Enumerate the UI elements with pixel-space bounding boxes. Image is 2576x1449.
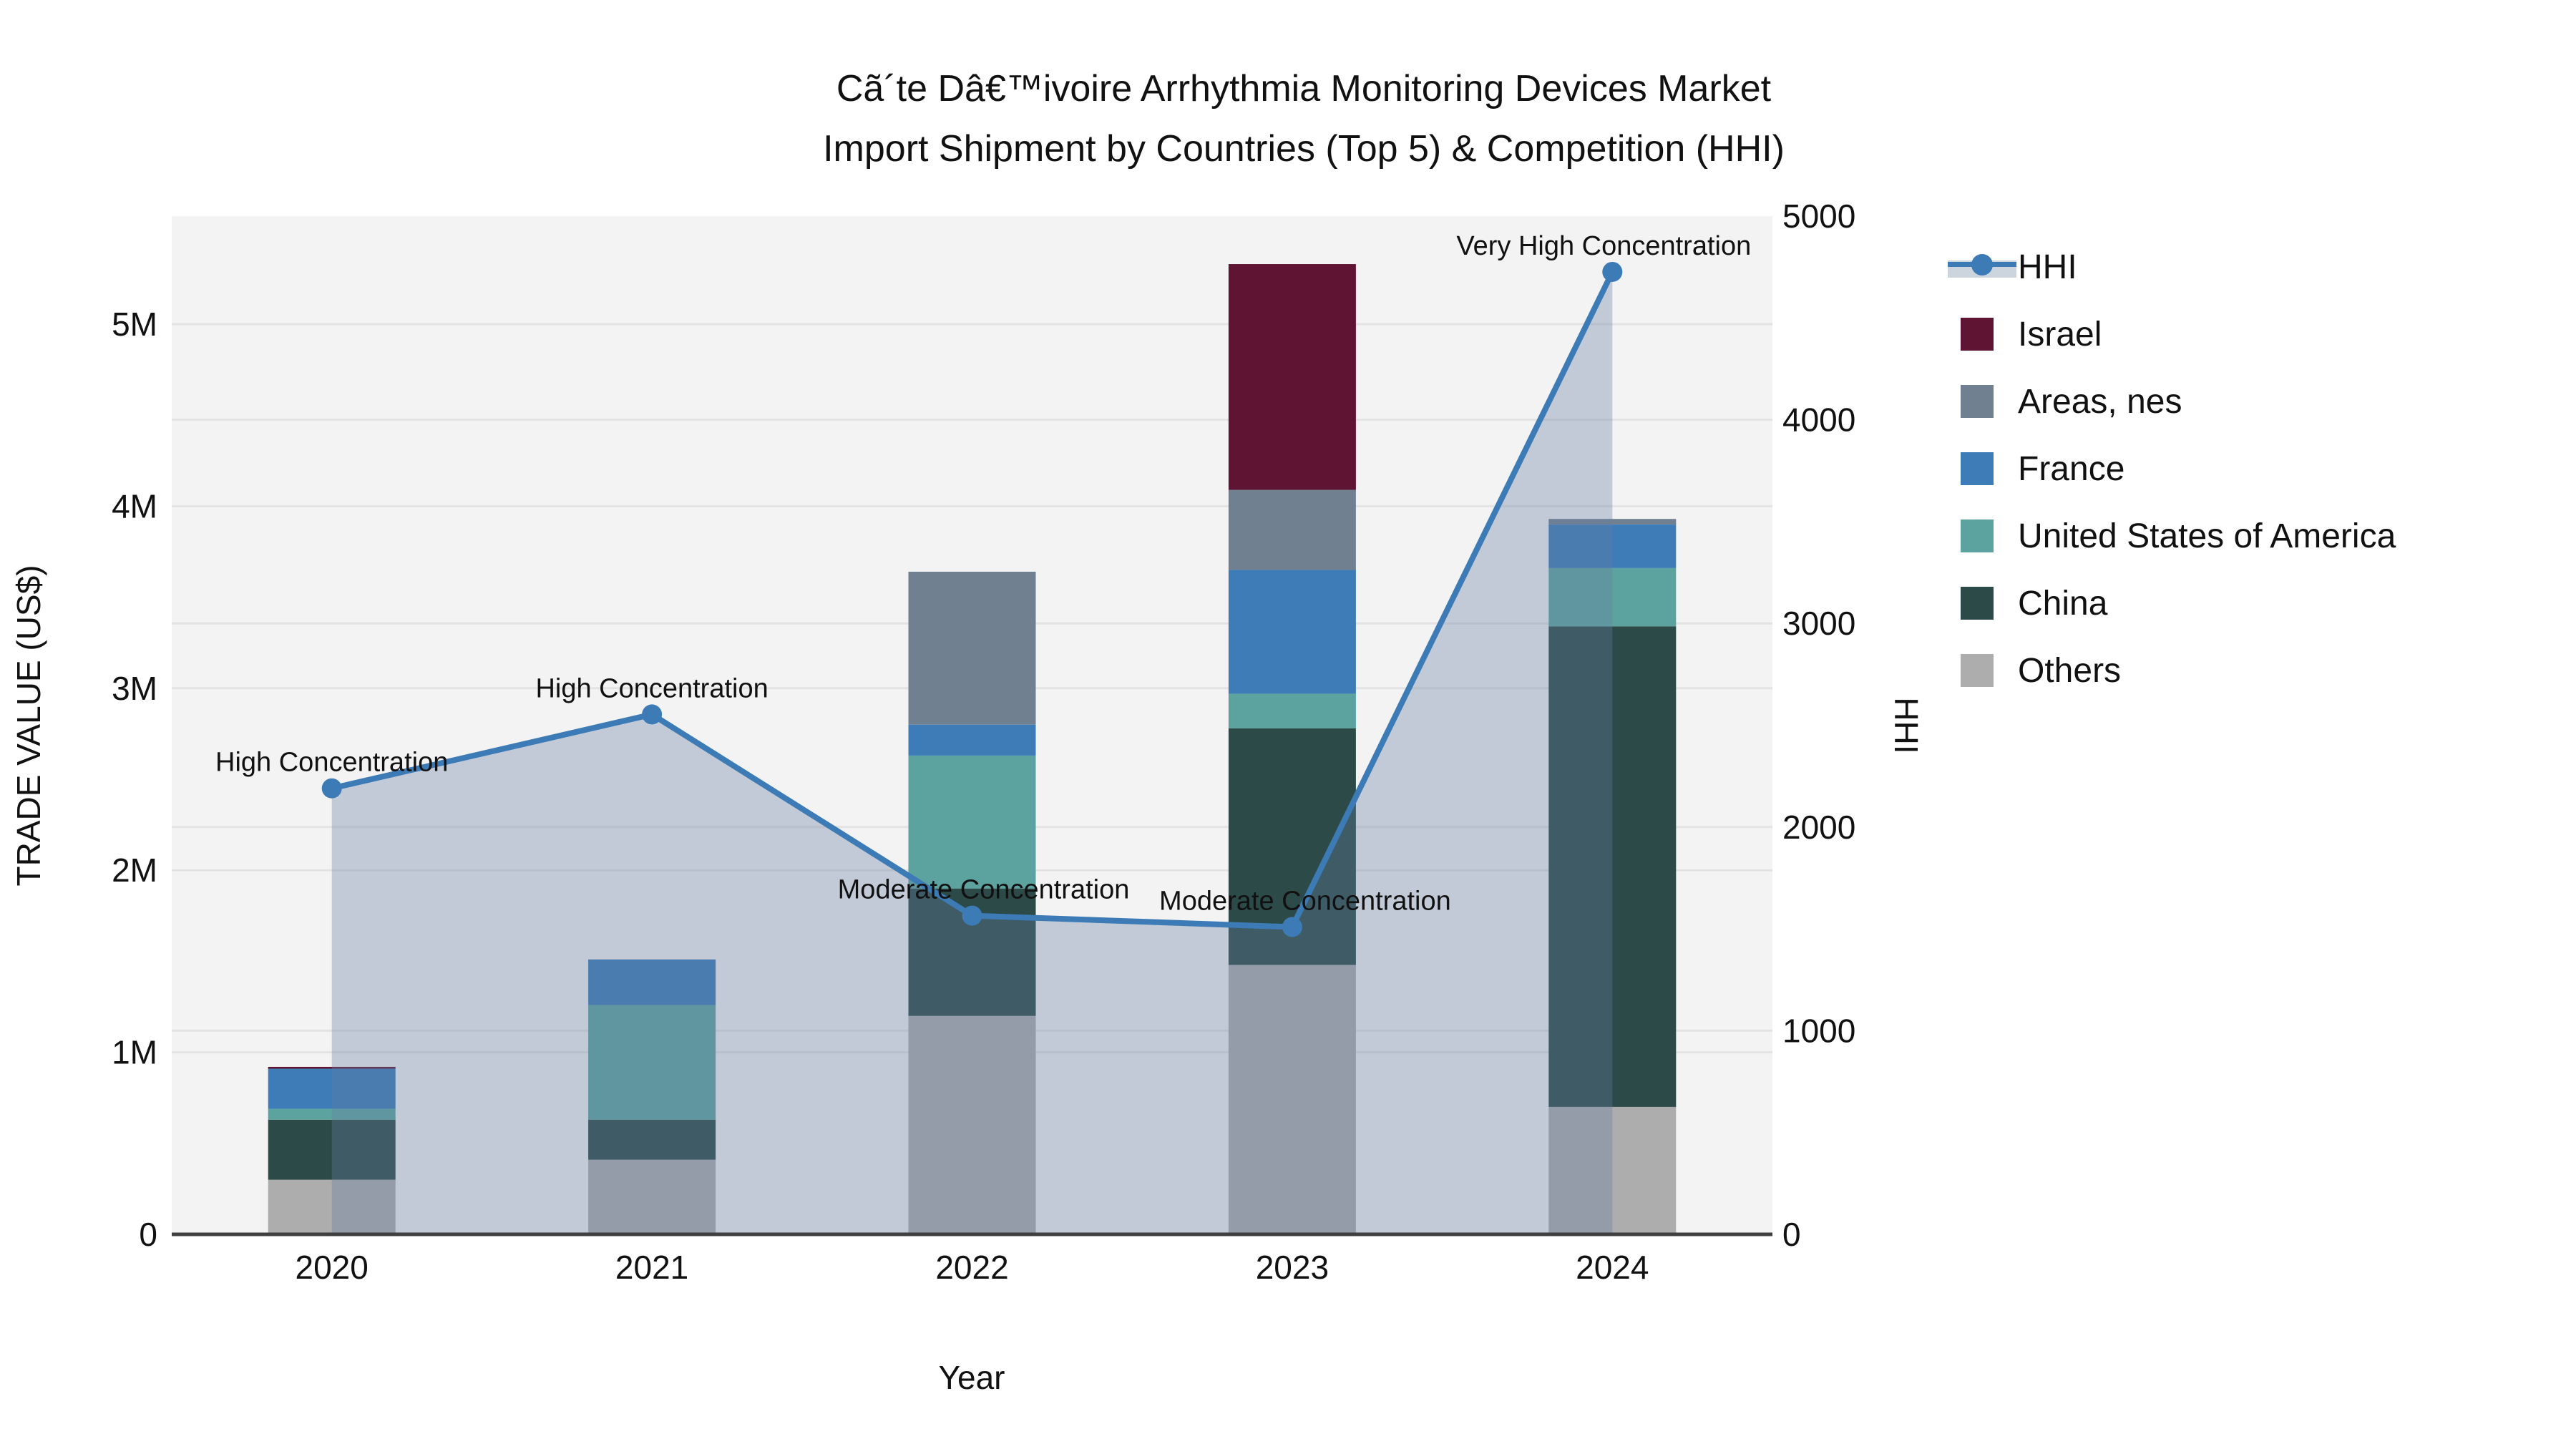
legend-color-swatch-icon [1961, 318, 1994, 351]
bar-segment[interactable] [268, 1066, 396, 1069]
chart-title: Cã´te Dâ€™ivoire Arrhythmia Monitoring D… [823, 59, 1785, 179]
bar-segment[interactable] [1228, 965, 1356, 1234]
legend-label: France [2018, 449, 2125, 488]
hhi-marker[interactable] [321, 778, 342, 799]
bar-segment[interactable] [1228, 570, 1356, 694]
bar-segment[interactable] [1548, 524, 1677, 568]
y-left-tick-label: 5M [112, 306, 157, 343]
y-right-tick-label: 1000 [1782, 1012, 1855, 1049]
y-left-tick-label: 2M [112, 852, 157, 889]
hhi-marker[interactable] [1602, 261, 1623, 282]
legend-item-hhi[interactable]: HHI [1948, 233, 2396, 301]
x-tick-label: 2022 [935, 1249, 1008, 1286]
legend-color-swatch-icon [1961, 654, 1994, 687]
bar-segment[interactable] [1548, 626, 1677, 1107]
bar-segment[interactable] [908, 571, 1036, 725]
legend: HHI Israel Areas, nes France United States o… [1948, 233, 2396, 704]
x-tick-label: 2024 [1576, 1249, 1649, 1286]
bar-segment[interactable] [588, 1119, 716, 1160]
bar-segment[interactable] [268, 1068, 396, 1109]
y-left-axis-title: TRADE VALUE (US$) [10, 565, 47, 887]
x-axis-title: Year [938, 1359, 1005, 1396]
y-right-tick-label: 5000 [1782, 197, 1855, 235]
legend-label: Israel [2018, 315, 2102, 353]
legend-color-swatch-icon [1961, 452, 1994, 485]
legend-item-united-states-of-america[interactable]: United States of America [1948, 502, 2396, 570]
legend-color-swatch-icon [1961, 519, 1994, 552]
legend-label: United States of America [2018, 517, 2396, 555]
y-left-tick-label: 0 [139, 1216, 157, 1253]
legend-item-france[interactable]: France [1948, 435, 2396, 502]
legend-item-china[interactable]: China [1948, 570, 2396, 637]
hhi-marker[interactable] [1282, 917, 1302, 937]
y-right-tick-label: 3000 [1782, 605, 1855, 642]
legend-label: HHI [2018, 248, 2077, 286]
hhi-area-fill [331, 271, 1613, 1234]
bar-segment[interactable] [1548, 567, 1677, 627]
y-left-tick-label: 3M [112, 670, 157, 707]
legend-color-swatch-icon [1961, 385, 1994, 418]
bar-segment[interactable] [908, 724, 1036, 756]
hhi-line-swatch-icon [1948, 250, 2016, 283]
bar-segment[interactable] [588, 1005, 716, 1120]
chart-title-line2: Import Shipment by Countries (Top 5) & C… [823, 128, 1785, 170]
bar-segment[interactable] [1548, 519, 1677, 525]
bar-segment[interactable] [588, 959, 716, 1005]
annotation-label: Moderate Concentration [1159, 887, 1451, 917]
legend-label: Areas, nes [2018, 382, 2182, 421]
hhi-marker[interactable] [642, 704, 663, 725]
annotation-label: Very High Concentration [1456, 231, 1751, 261]
x-tick-label: 2020 [296, 1249, 369, 1286]
bar-segment[interactable] [1228, 264, 1356, 490]
annotation-label: High Concentration [535, 673, 768, 703]
bar-segment[interactable] [268, 1108, 396, 1120]
bar-segment[interactable] [1228, 489, 1356, 570]
legend-item-others[interactable]: Others [1948, 637, 2396, 704]
x-tick-label: 2021 [615, 1249, 688, 1286]
annotation-label: High Concentration [215, 748, 448, 778]
legend-label: China [2018, 584, 2108, 623]
x-tick-label: 2023 [1256, 1249, 1329, 1286]
legend-label: Others [2018, 651, 2122, 690]
y-right-tick-label: 0 [1782, 1216, 1801, 1253]
y-left-tick-label: 1M [112, 1034, 157, 1071]
y-right-axis-title: HHI [1888, 697, 1925, 754]
y-right-tick-label: 4000 [1782, 401, 1855, 439]
bar-segment[interactable] [908, 1015, 1036, 1234]
legend-item-areas-nes[interactable]: Areas, nes [1948, 368, 2396, 435]
bar-segment[interactable] [268, 1179, 396, 1234]
bar-segment[interactable] [1548, 1106, 1677, 1234]
y-right-tick-label: 2000 [1782, 809, 1855, 846]
bar-segment[interactable] [1228, 693, 1356, 728]
hhi-marker[interactable] [962, 905, 982, 926]
bar-segment[interactable] [588, 1159, 716, 1234]
legend-item-israel[interactable]: Israel [1948, 301, 2396, 368]
y-left-tick-label: 4M [112, 487, 157, 525]
annotation-label: Moderate Concentration [838, 875, 1130, 905]
bar-segment[interactable] [268, 1119, 396, 1180]
bar-segment[interactable] [908, 755, 1036, 889]
legend-color-swatch-icon [1961, 587, 1994, 620]
chart-title-line1: Cã´te Dâ€™ivoire Arrhythmia Monitoring D… [836, 68, 1772, 109]
